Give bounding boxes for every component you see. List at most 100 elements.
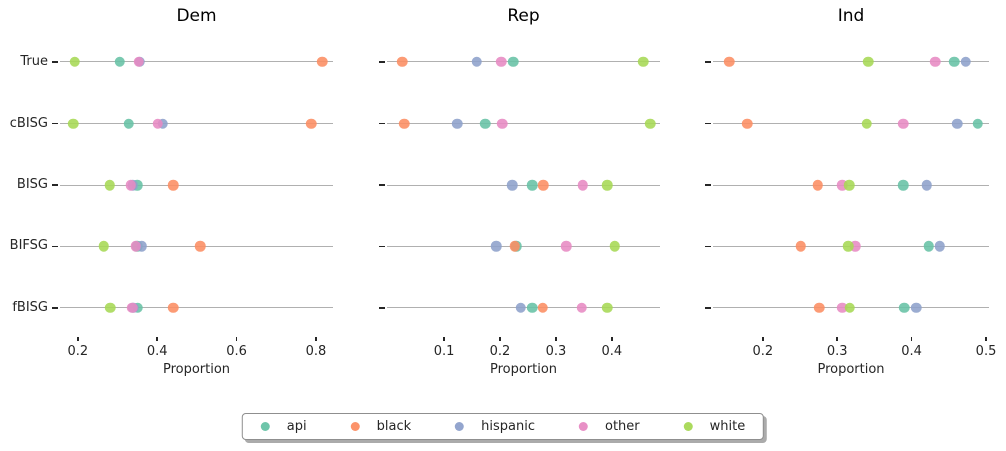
dot-white xyxy=(602,302,613,314)
x-tick-label: 0.4 xyxy=(901,344,922,359)
legend-label: hispanic xyxy=(481,419,535,434)
dot-api xyxy=(948,56,960,68)
x-tick-mark xyxy=(910,337,913,341)
dot-other xyxy=(560,241,572,252)
y-tick-mark xyxy=(379,245,385,248)
dot-black xyxy=(812,179,824,191)
legend-item-api: api xyxy=(260,419,307,434)
dot-other xyxy=(130,241,142,252)
y-tick-mark xyxy=(705,61,711,63)
x-tick-label: 0.4 xyxy=(146,344,168,359)
dot-other xyxy=(930,56,941,68)
dot-black xyxy=(724,56,735,68)
legend: api black hispanic other white xyxy=(241,413,765,440)
dot-hispanic xyxy=(921,179,932,191)
dot-other xyxy=(152,118,163,129)
dot-hispanic xyxy=(934,241,946,252)
panel-title: Dem xyxy=(176,6,217,26)
dot-other xyxy=(125,179,136,191)
dot-api xyxy=(923,241,934,252)
legend-label: other xyxy=(604,419,640,434)
dot-white xyxy=(69,56,80,68)
category-gridline xyxy=(387,184,660,186)
category-gridline xyxy=(387,61,660,63)
legend-item-other: other xyxy=(578,419,640,434)
y-tick-mark xyxy=(52,245,58,248)
dot-other xyxy=(576,302,587,314)
y-tick-mark xyxy=(705,184,711,186)
category-gridline xyxy=(60,123,333,124)
y-tick-mark xyxy=(705,307,711,309)
dot-black xyxy=(795,241,807,252)
dot-hispanic xyxy=(136,241,147,252)
legend-label: black xyxy=(376,419,412,434)
dot-white xyxy=(844,302,856,314)
x-tick-label: 0.3 xyxy=(826,344,848,359)
dot-white xyxy=(609,241,620,252)
dot-hispanic xyxy=(490,241,502,252)
dot-api xyxy=(898,179,909,191)
category-gridline xyxy=(60,184,333,186)
legend-marker-white-icon xyxy=(683,422,693,431)
category-gridline xyxy=(713,123,989,124)
dot-hispanic xyxy=(452,118,463,129)
y-tick-mark xyxy=(52,122,58,125)
dot-other xyxy=(837,302,848,314)
dot-api xyxy=(114,56,126,68)
legend-item-hispanic: hispanic xyxy=(455,419,535,434)
dot-white xyxy=(863,56,874,68)
category-label: BIFSG xyxy=(9,238,48,254)
category-gridline xyxy=(713,61,989,63)
dot-other xyxy=(126,302,138,314)
dot-black xyxy=(396,56,408,68)
dot-white xyxy=(67,118,79,129)
dot-api xyxy=(898,302,910,314)
dot-api xyxy=(123,118,134,129)
x-tick-mark xyxy=(156,337,158,341)
x-tick-label: 0.2 xyxy=(489,344,511,359)
legend-label: white xyxy=(709,419,746,434)
legend-marker-api-icon xyxy=(260,422,270,431)
category-gridline xyxy=(60,61,333,63)
x-tick-label: 0.3 xyxy=(545,344,567,359)
panel-title: Rep xyxy=(507,6,540,26)
y-tick-mark xyxy=(379,61,385,63)
dot-black xyxy=(317,56,328,68)
category-label: fBISG xyxy=(12,299,48,315)
dot-other xyxy=(577,179,589,191)
y-tick-mark xyxy=(705,122,711,125)
category-label: cBISG xyxy=(9,115,48,131)
dot-white xyxy=(637,56,649,68)
y-tick-mark xyxy=(705,245,711,248)
dot-white xyxy=(861,118,873,129)
dot-hispanic xyxy=(507,179,518,191)
x-tick-label: 0.6 xyxy=(226,344,247,359)
dot-other xyxy=(898,118,909,129)
legend-label: api xyxy=(286,419,307,434)
x-tick-label: 0.8 xyxy=(305,344,327,359)
x-tick-label: 0.1 xyxy=(433,344,455,359)
x-tick-mark xyxy=(611,337,613,341)
x-tick-mark xyxy=(315,337,317,341)
dot-other xyxy=(849,241,861,252)
x-tick-mark xyxy=(985,337,987,341)
legend-marker-black-icon xyxy=(350,422,360,431)
legend-item-black: black xyxy=(350,419,412,434)
dot-black xyxy=(195,241,206,252)
x-axis-label: Proportion xyxy=(817,362,885,377)
dot-api xyxy=(527,302,538,314)
dot-hispanic xyxy=(515,302,526,314)
y-tick-mark xyxy=(52,307,58,309)
dot-white xyxy=(602,179,613,191)
category-label: BISG xyxy=(16,176,48,192)
dot-black xyxy=(537,302,548,314)
dot-black xyxy=(167,179,179,191)
dot-white xyxy=(104,179,116,191)
category-gridline xyxy=(387,123,660,124)
dot-black xyxy=(168,302,179,314)
y-tick-mark xyxy=(52,61,58,63)
legend-item-white: white xyxy=(683,419,746,434)
x-tick-mark xyxy=(555,337,557,341)
y-tick-mark xyxy=(379,184,385,186)
